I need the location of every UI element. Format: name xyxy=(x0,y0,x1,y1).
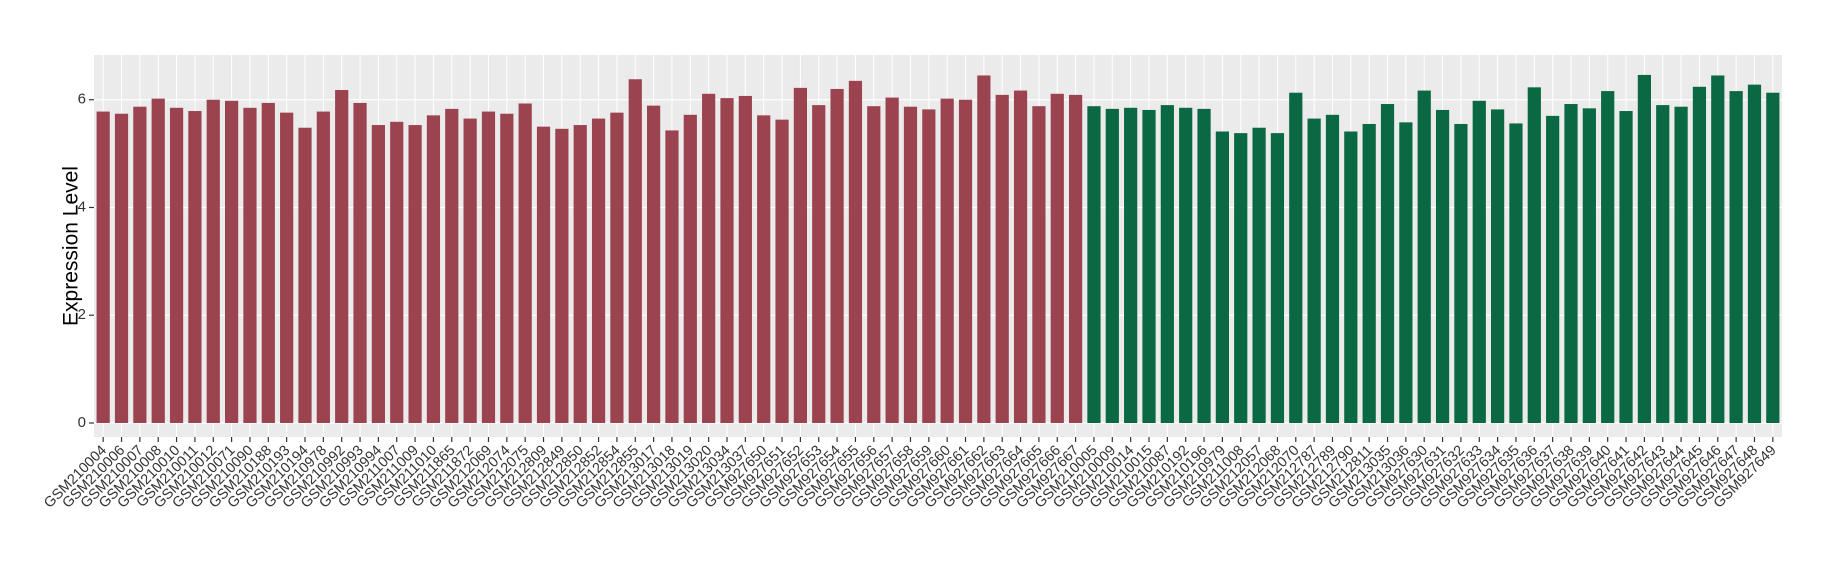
bar xyxy=(188,111,202,423)
bar xyxy=(1087,106,1101,423)
bar xyxy=(628,79,642,423)
bar xyxy=(610,112,624,423)
y-tick-label: 4 xyxy=(78,198,86,215)
y-axis-label: Expression Level xyxy=(60,166,83,326)
bar xyxy=(1729,91,1743,423)
y-tick-label: 2 xyxy=(78,306,86,323)
bar xyxy=(1234,133,1248,423)
bar xyxy=(1124,107,1138,423)
bar xyxy=(573,125,587,423)
y-tick-label: 6 xyxy=(78,91,86,108)
bar xyxy=(280,112,294,423)
bar xyxy=(793,87,807,423)
bar xyxy=(1197,108,1211,423)
bar xyxy=(316,111,330,423)
bar xyxy=(702,93,716,423)
bar xyxy=(720,98,734,423)
bar xyxy=(536,126,551,423)
bar xyxy=(1105,108,1119,423)
bar xyxy=(1179,107,1193,423)
bar xyxy=(1527,87,1541,423)
bar xyxy=(1160,105,1174,423)
bar xyxy=(1472,100,1486,423)
bar xyxy=(1546,115,1560,423)
bar xyxy=(885,97,899,423)
bar xyxy=(1270,133,1285,423)
bar xyxy=(867,106,881,423)
bar xyxy=(225,100,239,423)
bar xyxy=(1564,104,1578,423)
bar xyxy=(390,121,404,423)
bar xyxy=(1711,75,1725,423)
bar xyxy=(555,128,569,423)
bar xyxy=(903,106,918,423)
y-tick-label: 0 xyxy=(78,414,86,431)
bar xyxy=(738,95,752,423)
bar xyxy=(426,115,441,423)
bar xyxy=(1069,94,1083,423)
bar xyxy=(1619,111,1633,423)
bar xyxy=(812,105,826,423)
bar xyxy=(1454,123,1468,423)
bar xyxy=(500,113,514,423)
bar xyxy=(1601,91,1615,423)
bar xyxy=(647,105,661,423)
bar xyxy=(1215,131,1229,423)
bar xyxy=(1582,108,1596,423)
bar xyxy=(1142,109,1156,423)
bar xyxy=(1766,92,1780,423)
bar xyxy=(940,98,954,423)
bar xyxy=(206,99,220,423)
bar xyxy=(133,106,147,423)
bar xyxy=(757,115,771,423)
bar xyxy=(1344,131,1358,423)
bar xyxy=(1491,109,1505,423)
bar xyxy=(1656,105,1670,423)
bar xyxy=(261,102,275,423)
bar xyxy=(977,75,991,423)
bar xyxy=(683,114,697,423)
bar xyxy=(958,99,973,423)
bar xyxy=(1692,86,1707,423)
bar xyxy=(848,80,863,423)
bar xyxy=(1747,84,1762,423)
bar xyxy=(1435,109,1450,423)
bar xyxy=(830,88,844,423)
bar xyxy=(775,119,789,423)
bar xyxy=(665,130,679,423)
bar xyxy=(591,118,606,423)
bar xyxy=(1050,93,1064,423)
bar xyxy=(1509,123,1523,423)
bar xyxy=(1362,123,1376,423)
bar xyxy=(445,108,459,423)
bar xyxy=(481,111,496,423)
bar xyxy=(1417,90,1431,423)
bar xyxy=(1399,122,1413,423)
bar xyxy=(243,107,257,423)
bar xyxy=(1307,118,1321,423)
bar xyxy=(518,103,532,423)
bar xyxy=(114,113,129,423)
bar xyxy=(1013,90,1028,423)
bar xyxy=(995,94,1009,423)
bar xyxy=(169,107,184,423)
bar xyxy=(922,109,936,423)
bar xyxy=(1289,92,1303,423)
bar xyxy=(1252,127,1266,423)
bar xyxy=(353,102,367,423)
bar xyxy=(1032,106,1046,423)
bar xyxy=(151,98,165,423)
bar xyxy=(1380,104,1395,423)
bar xyxy=(408,125,422,423)
bar xyxy=(298,127,312,423)
bar xyxy=(96,111,110,423)
bar xyxy=(1637,74,1651,423)
bar xyxy=(463,118,477,423)
bar xyxy=(335,90,349,423)
bar xyxy=(1674,106,1688,423)
bar xyxy=(1325,114,1340,423)
bar xyxy=(371,125,385,423)
